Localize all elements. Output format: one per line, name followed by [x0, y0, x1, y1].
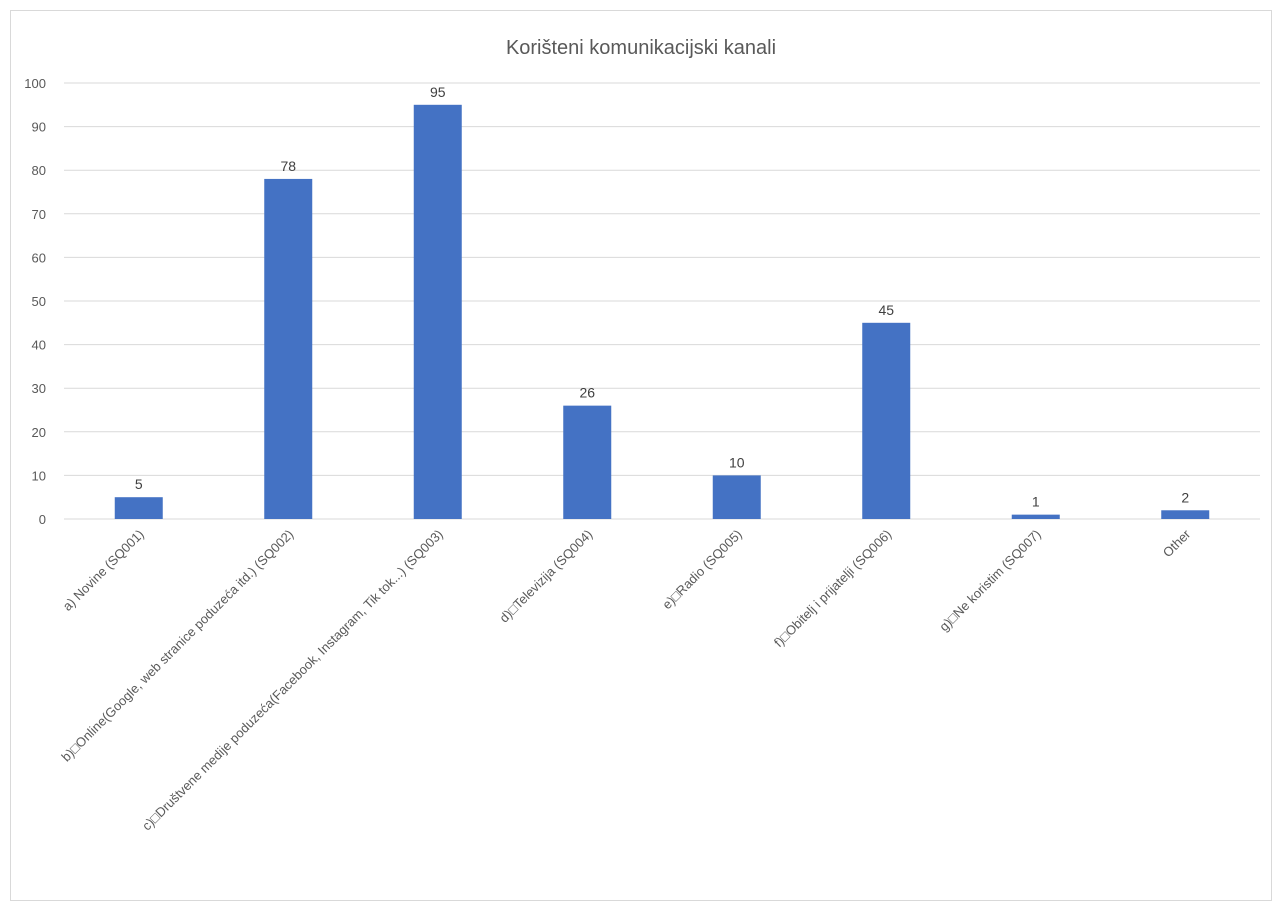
data-label: 45 — [878, 302, 894, 318]
x-tick-label: Other — [1160, 526, 1194, 560]
y-tick-label: 100 — [24, 76, 46, 91]
bar — [563, 405, 612, 519]
data-label: 2 — [1181, 489, 1189, 505]
y-tick-label: 70 — [32, 207, 46, 222]
bar — [862, 322, 911, 519]
bars — [114, 104, 1210, 520]
data-label: 78 — [280, 158, 296, 174]
bar — [413, 104, 462, 520]
data-label: 10 — [729, 454, 745, 470]
data-label: 5 — [135, 476, 143, 492]
chart-title: Korišteni komunikacijski kanali — [506, 37, 776, 59]
bar — [114, 497, 163, 519]
y-tick-label: 20 — [32, 425, 46, 440]
y-tick-label: 40 — [32, 338, 46, 353]
data-label: 26 — [579, 385, 595, 401]
bar — [1011, 514, 1060, 519]
y-tick-label: 10 — [32, 468, 46, 483]
bar — [1161, 510, 1210, 519]
bar — [264, 178, 313, 520]
y-tick-label: 60 — [32, 250, 46, 265]
bar — [712, 475, 761, 519]
x-tick-label: c)□Društvene medije poduzeća(Facebook, I… — [139, 527, 446, 834]
data-label: 1 — [1032, 494, 1040, 510]
x-tick-label: a) Novine (SQ001) — [60, 527, 147, 614]
data-labels: 5 78 95 26 10 45 1 2 — [135, 84, 1190, 510]
y-axis-ticks: 0 10 20 30 40 50 60 70 80 90 100 — [24, 76, 46, 527]
y-tick-label: 0 — [39, 512, 46, 527]
x-axis-categories: a) Novine (SQ001)b)□Online(Google, web s… — [58, 526, 1193, 833]
x-tick-label: d)□Televizija (SQ004) — [496, 527, 595, 626]
x-tick-label: f)□Obitelj i prijatelji (SQ006) — [771, 527, 894, 650]
chart-frame — [10, 10, 1272, 901]
x-tick-label: b)□Online(Google, web stranice poduzeća … — [58, 527, 296, 765]
y-tick-label: 30 — [32, 381, 46, 396]
x-tick-label: e)□Radio (SQ005) — [659, 527, 745, 613]
y-tick-label: 90 — [32, 120, 46, 135]
y-tick-label: 50 — [32, 294, 46, 309]
y-tick-label: 80 — [32, 163, 46, 178]
gridlines — [64, 82, 1260, 520]
x-tick-label: g)□Ne koristim (SQ007) — [936, 527, 1044, 635]
data-label: 95 — [430, 84, 446, 100]
